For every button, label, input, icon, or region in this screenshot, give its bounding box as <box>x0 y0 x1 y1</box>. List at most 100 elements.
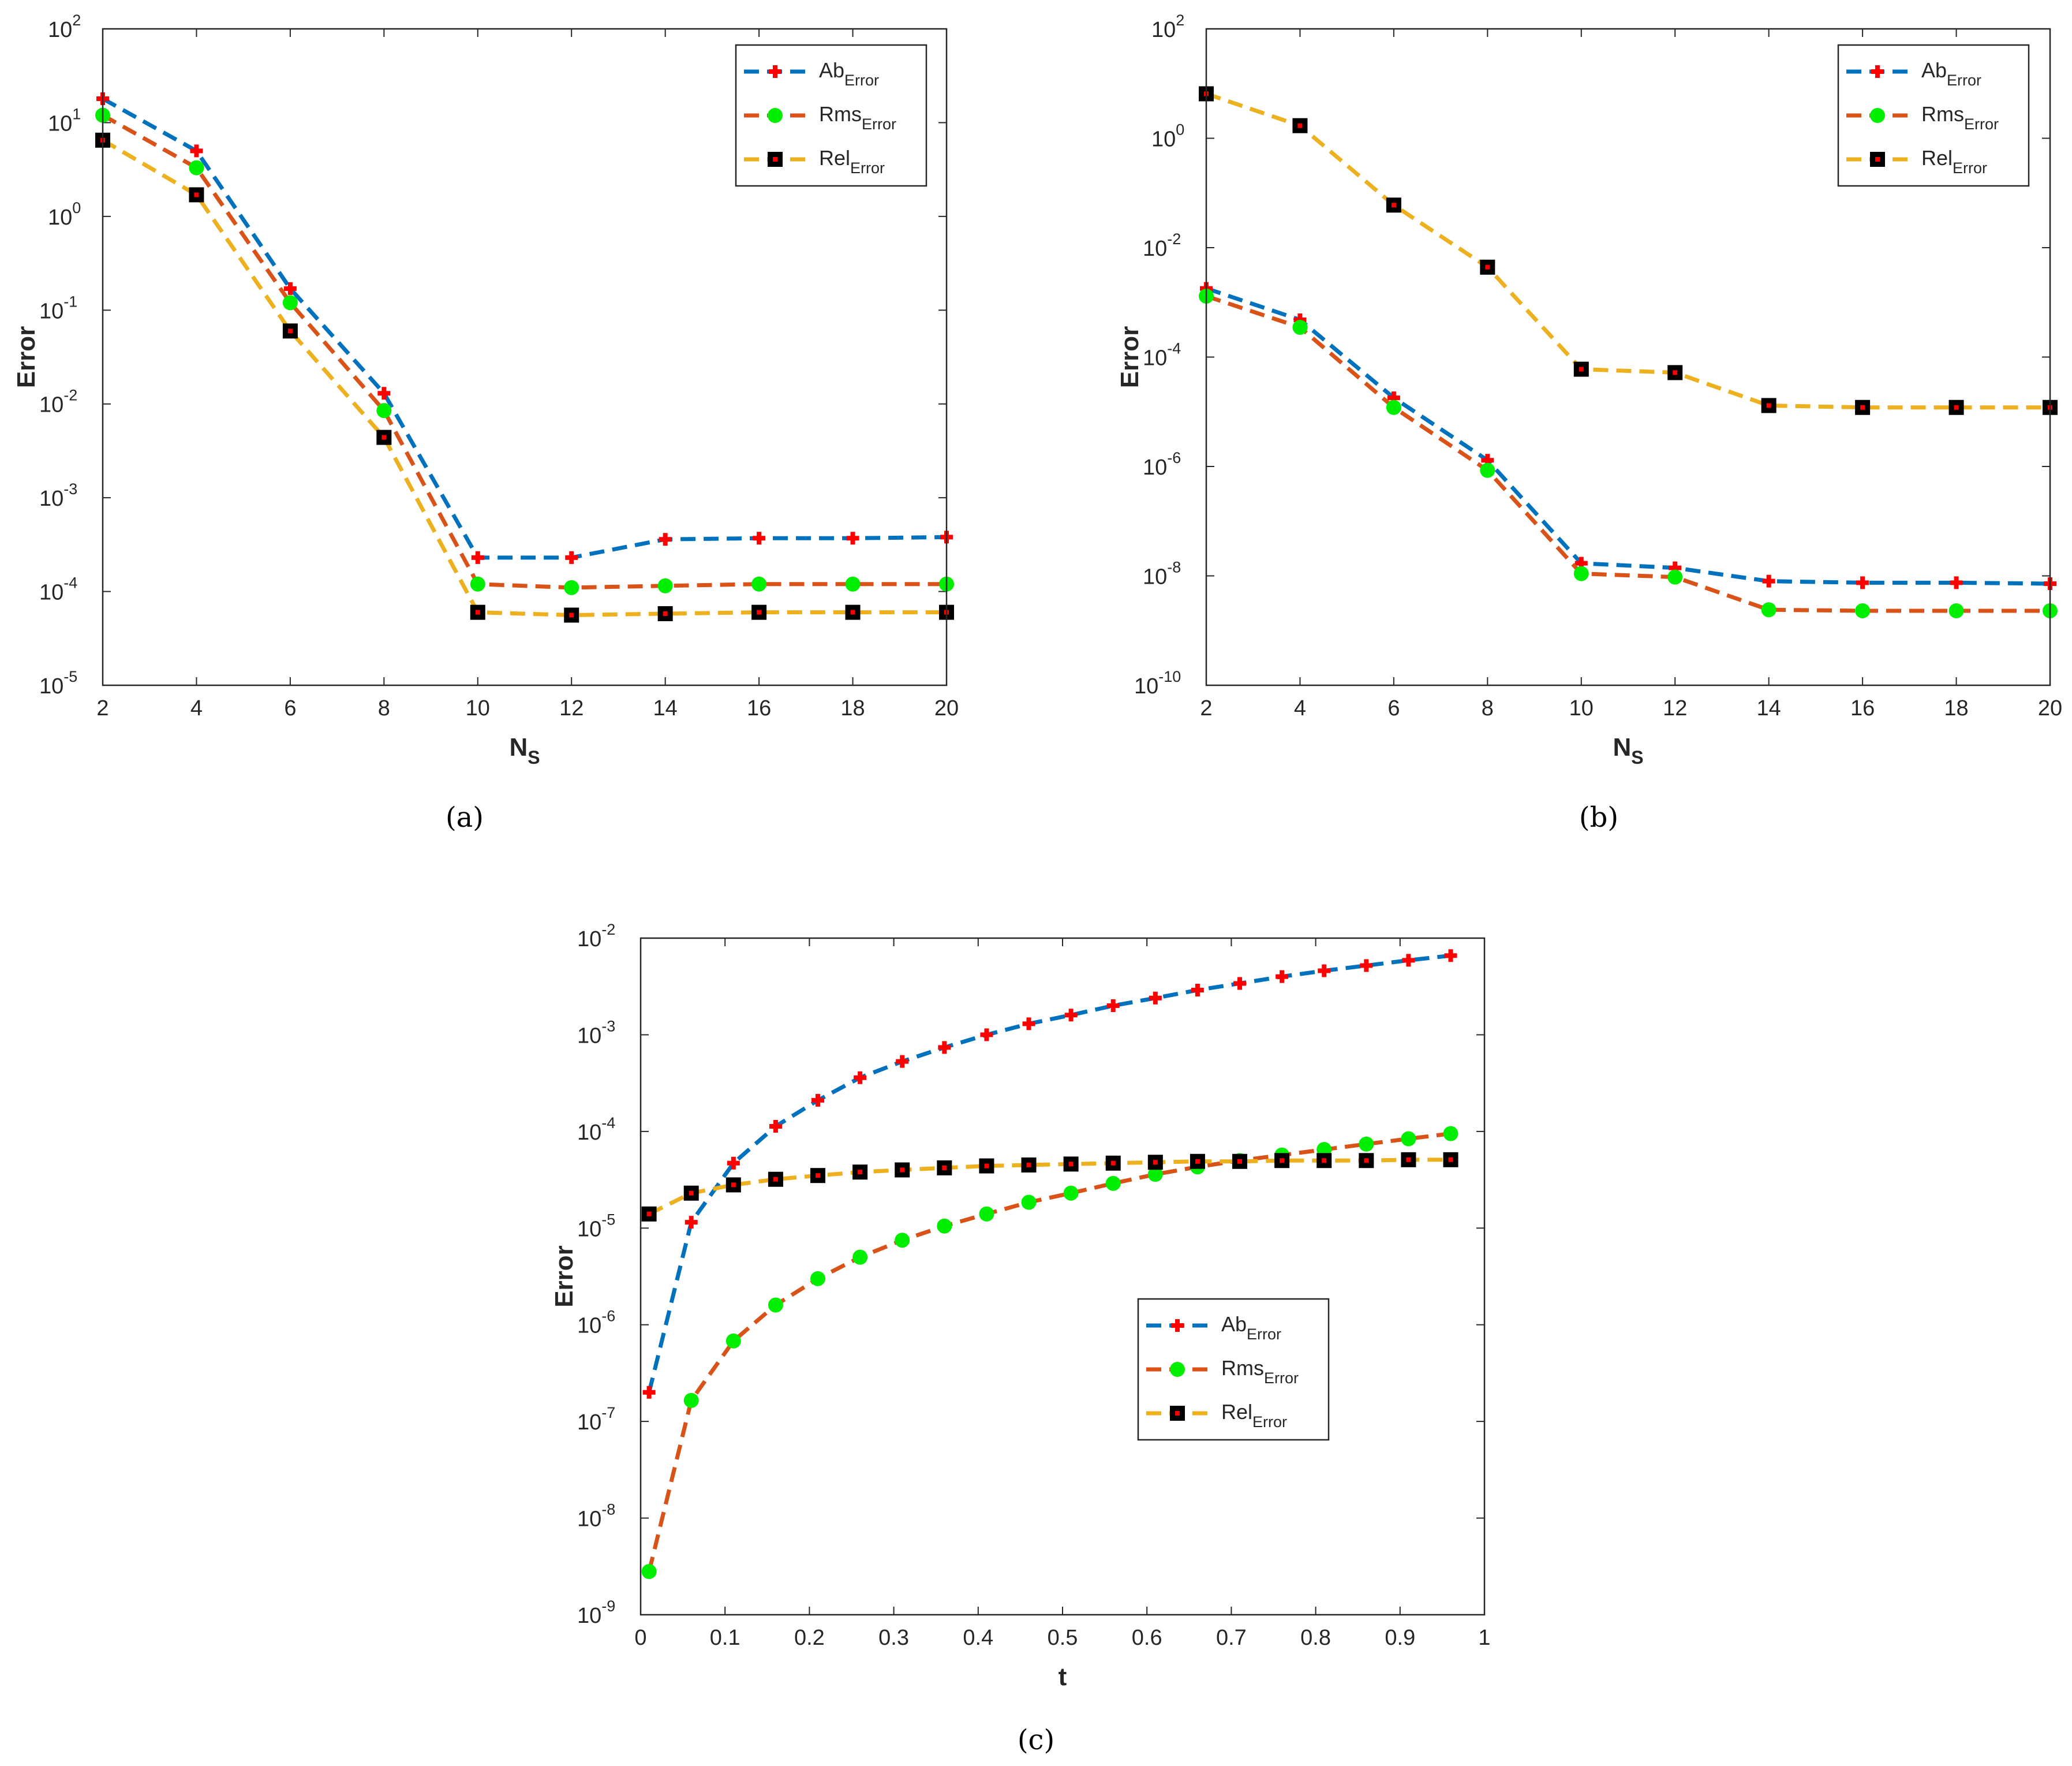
data-point-rms <box>657 578 673 593</box>
x-tick-label: 2 <box>1200 696 1212 720</box>
data-point-rel <box>895 1162 910 1178</box>
legend-label-rel: RelError <box>1921 146 1987 177</box>
data-point-rms <box>1292 319 1308 335</box>
y-tick-exponent: -4 <box>63 574 77 592</box>
y-tick-base: 10 <box>1143 565 1167 589</box>
series-line-rel <box>1205 92 2050 410</box>
legend-label-subscript: Error <box>1247 1326 1281 1343</box>
data-point-ab <box>1276 970 1289 983</box>
y-tick-label: 10-4 <box>39 574 77 605</box>
data-point-rms <box>1480 462 1495 478</box>
data-point-rel <box>641 1206 657 1222</box>
y-axis-label: Error <box>1116 326 1144 389</box>
x-tick-label: 20 <box>934 696 959 720</box>
data-point-ab <box>1444 949 1457 962</box>
series-rel <box>641 1152 1458 1222</box>
data-point-ab <box>769 1119 782 1133</box>
data-point-rel-center <box>1237 1159 1243 1164</box>
legend-marker-ab <box>1171 1319 1184 1332</box>
data-point-ab <box>1233 977 1247 990</box>
data-point-rel-center <box>1448 1157 1453 1162</box>
y-tick-label: 10-6 <box>1143 449 1181 480</box>
data-point-rel <box>725 1177 741 1193</box>
y-tick-base: 10 <box>1151 18 1176 42</box>
x-tick-label: 12 <box>1663 696 1687 720</box>
data-point-rel <box>683 1185 699 1201</box>
y-tick-base: 10 <box>577 1121 601 1145</box>
data-point-rel <box>1948 400 1964 415</box>
data-point-rms <box>810 1271 826 1286</box>
legend-item-rms: RmsError <box>744 102 896 133</box>
y-tick-exponent: 0 <box>72 199 81 216</box>
data-point-rel <box>1063 1156 1079 1172</box>
legend-marker-rel <box>768 152 783 167</box>
y-tick-base: 10 <box>577 927 601 951</box>
data-point-ab <box>1106 999 1120 1013</box>
data-point-ab <box>659 533 672 546</box>
y-tick-base: 10 <box>577 1217 601 1241</box>
data-point-ab <box>753 532 766 545</box>
y-tick-exponent: -4 <box>1167 340 1181 357</box>
x-tick-label: 0.1 <box>710 1626 740 1650</box>
y-tick-label: 10-3 <box>577 1017 615 1048</box>
y-tick-base: 10 <box>1143 346 1167 371</box>
plot-area <box>641 938 1484 1615</box>
data-point-rel-center <box>1068 1162 1074 1167</box>
y-tick-label: 10-6 <box>577 1308 615 1338</box>
y-tick-label: 10-4 <box>1143 340 1181 371</box>
legend-label-rel: RelError <box>1221 1400 1287 1431</box>
legend-item-rms: RmsError <box>1146 1356 1299 1387</box>
y-tick-exponent: -1 <box>63 293 77 310</box>
series-rms <box>95 107 954 595</box>
data-point-rel-center <box>287 328 293 334</box>
x-axis-label-main: t <box>1059 1663 1067 1691</box>
data-point-rel-center <box>194 192 199 197</box>
data-point-rel-center <box>1673 370 1678 375</box>
data-point-rel-center <box>816 1173 821 1178</box>
y-tick-base: 10 <box>1151 128 1176 152</box>
data-point-ab <box>1149 991 1162 1005</box>
x-tick-label: 16 <box>747 696 771 720</box>
x-tick-label: 4 <box>190 696 203 720</box>
legend-label-main: Rms <box>1221 1356 1264 1380</box>
y-tick-exponent: 0 <box>1176 121 1184 139</box>
data-point-rms <box>895 1233 910 1248</box>
series-line-rel <box>102 138 947 617</box>
axes-box <box>639 937 1486 1616</box>
data-point-rel <box>376 430 392 445</box>
y-tick-exponent: -3 <box>63 480 77 498</box>
legend-label-subscript: Error <box>862 115 896 133</box>
data-point-rel <box>1386 197 1401 213</box>
data-point-rel-center <box>1364 1158 1369 1163</box>
data-point-rel-center <box>1954 405 1959 410</box>
data-point-rel <box>1021 1157 1037 1173</box>
data-point-rel-center <box>569 613 574 618</box>
y-tick-label: 10-2 <box>577 921 615 951</box>
data-point-ab <box>1856 576 1869 589</box>
x-tick-label: 16 <box>1850 696 1875 720</box>
data-point-ab <box>1950 576 1963 589</box>
y-axis-label: Error <box>550 1245 578 1308</box>
data-point-ab <box>377 387 391 400</box>
x-tick-label: 18 <box>840 696 865 720</box>
legend-label-main: Ab <box>819 58 844 82</box>
x-tick-label: 8 <box>1482 696 1494 720</box>
y-tick-label: 10-9 <box>577 1597 615 1628</box>
axes-box <box>1205 28 2051 686</box>
legend-label-rms: RmsError <box>1221 1356 1299 1387</box>
data-point-rel <box>1105 1155 1121 1171</box>
y-tick-label: 10-7 <box>577 1404 615 1435</box>
x-tick-label: 12 <box>559 696 584 720</box>
data-point-rel-center <box>1153 1160 1158 1165</box>
x-tick-label: 6 <box>284 696 296 720</box>
y-tick-label: 100 <box>48 199 81 230</box>
y-tick-exponent: -9 <box>601 1597 615 1615</box>
y-tick-base: 10 <box>48 111 72 136</box>
data-point-rms <box>282 295 298 311</box>
y-tick-label: 10-8 <box>1143 559 1181 589</box>
y-tick-exponent: -6 <box>1167 449 1181 466</box>
x-tick-label: 0 <box>634 1626 646 1650</box>
